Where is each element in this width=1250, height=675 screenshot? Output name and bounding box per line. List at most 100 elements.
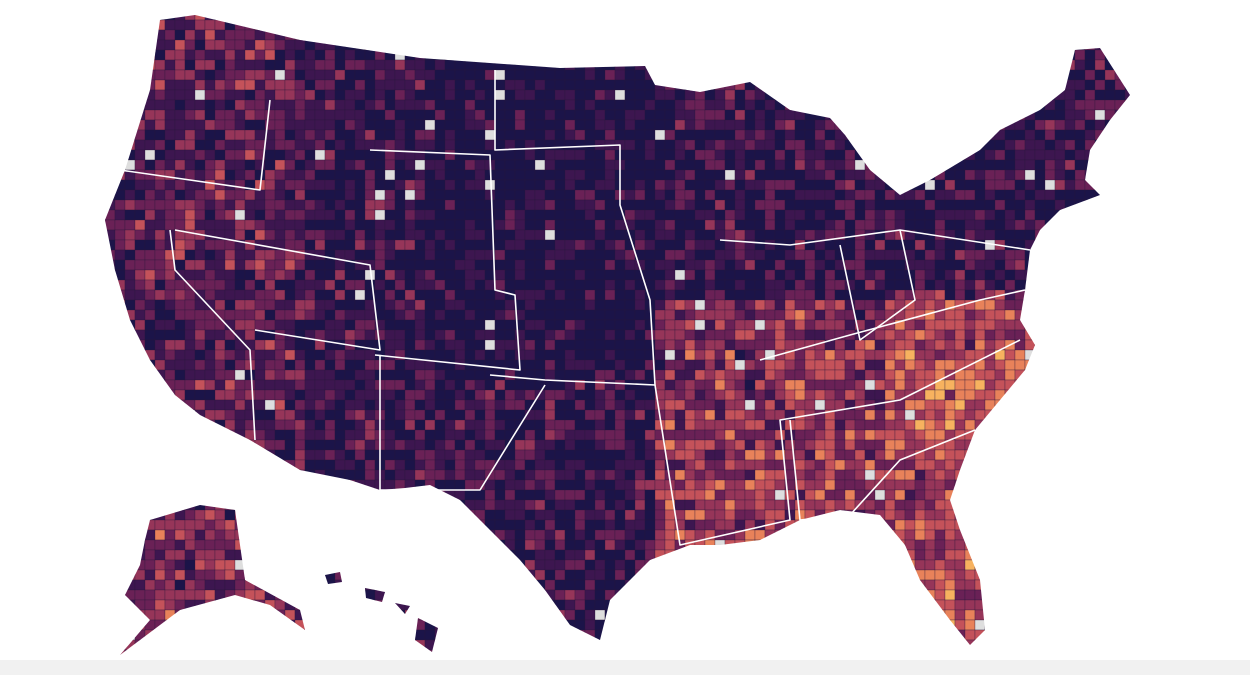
- county: [694, 69, 706, 81]
- county: [984, 199, 996, 211]
- county: [654, 329, 666, 341]
- county: [844, 349, 856, 361]
- county: [105, 319, 116, 331]
- county: [1044, 259, 1056, 271]
- county: [514, 449, 526, 461]
- county: [424, 289, 436, 301]
- county: [404, 389, 416, 401]
- county: [234, 79, 246, 91]
- county: [594, 89, 606, 101]
- county: [334, 15, 346, 21]
- county: [724, 429, 736, 441]
- county: [1024, 139, 1036, 151]
- county: [274, 209, 286, 221]
- county: [514, 329, 526, 341]
- county: [714, 429, 726, 441]
- county: [474, 369, 486, 381]
- county: [1005, 0, 1015, 10]
- county: [334, 149, 346, 161]
- county: [105, 19, 116, 31]
- county: [964, 309, 976, 321]
- county: [835, 0, 845, 10]
- county: [224, 149, 236, 161]
- county: [914, 339, 926, 351]
- county: [314, 49, 326, 61]
- county: [504, 89, 516, 101]
- county: [304, 169, 316, 181]
- county: [414, 139, 426, 151]
- county: [234, 449, 246, 461]
- county: [464, 369, 476, 381]
- county: [574, 179, 586, 191]
- county: [404, 439, 416, 451]
- county: [994, 129, 1006, 141]
- county: [674, 69, 686, 81]
- county: [784, 429, 796, 441]
- county: [134, 389, 146, 401]
- county: [644, 19, 656, 31]
- county: [504, 109, 516, 121]
- county: [684, 339, 696, 351]
- county: [554, 129, 566, 141]
- county: [874, 169, 886, 181]
- county: [124, 369, 136, 381]
- county: [824, 99, 836, 111]
- county: [464, 239, 476, 251]
- county: [844, 239, 856, 251]
- county: [114, 159, 126, 171]
- county: [695, 0, 705, 10]
- county: [674, 99, 686, 111]
- county: [454, 129, 466, 141]
- county: [914, 89, 926, 101]
- county: [944, 419, 956, 431]
- county: [304, 289, 316, 301]
- county: [664, 249, 676, 261]
- county: [904, 109, 916, 121]
- county: [1124, 209, 1130, 221]
- county: [944, 399, 956, 411]
- county: [194, 269, 206, 281]
- county: [1084, 189, 1096, 201]
- county: [994, 449, 1006, 461]
- county: [334, 89, 346, 101]
- county: [765, 0, 775, 10]
- county: [1114, 109, 1126, 121]
- county: [1124, 229, 1130, 241]
- county: [554, 349, 566, 361]
- county: [614, 419, 626, 431]
- county: [504, 129, 516, 141]
- county: [115, 0, 125, 10]
- county: [224, 299, 236, 311]
- county: [764, 219, 776, 231]
- county: [424, 109, 436, 121]
- county: [414, 189, 426, 201]
- county: [644, 139, 656, 151]
- county: [814, 259, 826, 271]
- county: [1034, 329, 1046, 341]
- county: [1135, 40, 1145, 50]
- county: [214, 119, 226, 131]
- county: [1004, 189, 1016, 201]
- county: [254, 109, 266, 121]
- county: [744, 169, 756, 181]
- county: [884, 119, 896, 131]
- county: [314, 399, 326, 411]
- county: [524, 209, 536, 221]
- county: [1014, 209, 1026, 221]
- county: [774, 29, 786, 41]
- county: [824, 109, 836, 121]
- county: [424, 459, 436, 471]
- county: [204, 269, 216, 281]
- county: [624, 129, 636, 141]
- county: [714, 139, 726, 151]
- county: [574, 49, 586, 61]
- county: [314, 219, 326, 231]
- county: [1084, 419, 1096, 431]
- county: [874, 69, 886, 81]
- county: [364, 449, 376, 461]
- county: [224, 39, 236, 51]
- county: [904, 29, 916, 41]
- county: [594, 239, 606, 251]
- county: [954, 15, 966, 21]
- county: [464, 49, 476, 61]
